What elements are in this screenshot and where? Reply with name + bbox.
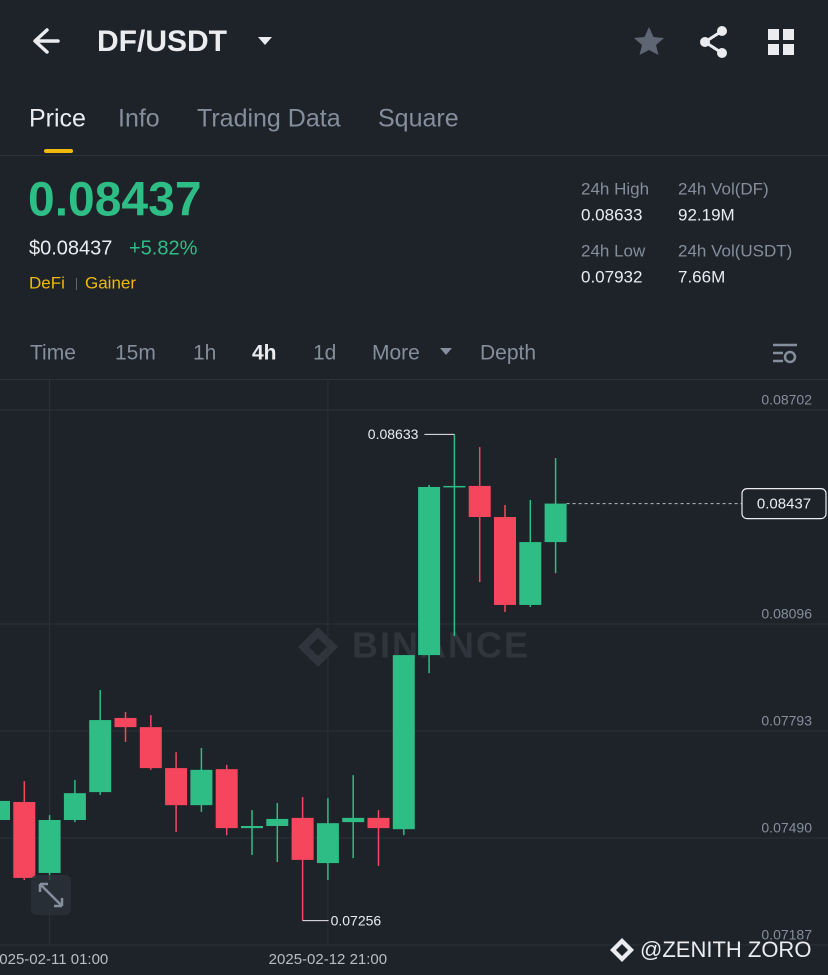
y-tick-label: 0.07187 bbox=[761, 927, 812, 943]
candle-body bbox=[418, 486, 441, 656]
candle-body bbox=[316, 823, 339, 864]
x-tick-label: 2025-02-12 21:00 bbox=[269, 951, 387, 968]
candle-body bbox=[443, 485, 466, 488]
tab-indicator bbox=[44, 149, 73, 153]
share-icon[interactable] bbox=[700, 26, 727, 58]
interval[interactable]: 1h bbox=[193, 342, 216, 365]
price-change: +5.82% bbox=[129, 237, 198, 259]
pair-dropdown[interactable] bbox=[258, 37, 272, 45]
candle-body bbox=[468, 485, 491, 518]
candle-body bbox=[89, 720, 112, 793]
last-price: 0.08437 bbox=[28, 174, 202, 227]
candle-body bbox=[13, 801, 36, 878]
tab[interactable]: Price bbox=[29, 105, 86, 133]
last-price-box bbox=[741, 487, 827, 520]
stat-label: 24h Low bbox=[581, 241, 646, 260]
fiat-price: $0.08437 bbox=[29, 237, 112, 259]
tag[interactable]: DeFi bbox=[29, 273, 65, 292]
expand-button[interactable] bbox=[31, 875, 71, 915]
candle-body bbox=[63, 793, 86, 820]
candle-body bbox=[494, 517, 516, 605]
candle-body bbox=[114, 717, 137, 728]
candle-body bbox=[241, 825, 263, 829]
tag[interactable]: Gainer bbox=[85, 273, 136, 292]
candle-body bbox=[266, 818, 289, 826]
chart-settings-icon[interactable] bbox=[773, 343, 797, 364]
favorite-icon[interactable] bbox=[634, 27, 664, 55]
back-button[interactable] bbox=[33, 28, 60, 54]
last-price-label: 0.08437 bbox=[757, 496, 811, 513]
candle-body bbox=[291, 817, 314, 860]
tab[interactable]: Square bbox=[378, 105, 459, 133]
y-tick-label: 0.08096 bbox=[761, 606, 812, 622]
interval[interactable]: Depth bbox=[480, 342, 536, 365]
candle-body bbox=[0, 800, 10, 820]
pair-title[interactable]: DF/USDT bbox=[97, 25, 227, 58]
candle-body bbox=[519, 542, 542, 605]
tab[interactable]: Trading Data bbox=[197, 105, 341, 133]
y-tick-label: 0.07490 bbox=[761, 820, 812, 836]
more-dropdown[interactable] bbox=[440, 348, 452, 355]
y-tick-label: 0.07793 bbox=[761, 713, 812, 729]
credit-logo bbox=[610, 938, 634, 962]
candle-body bbox=[165, 768, 188, 806]
stat-label: 24h Vol(DF) bbox=[678, 179, 769, 198]
min-label: 0.07256 bbox=[331, 912, 382, 928]
interval[interactable]: More bbox=[372, 342, 420, 365]
max-label: 0.08633 bbox=[368, 426, 419, 442]
divider bbox=[0, 379, 828, 380]
stat-label: 24h High bbox=[581, 179, 649, 198]
tab[interactable]: Info bbox=[118, 105, 160, 133]
menu-icon[interactable] bbox=[768, 29, 794, 55]
credit: @ZENITH ZORO bbox=[640, 937, 811, 962]
stat-value: 92.19M bbox=[678, 205, 735, 224]
candle-body bbox=[367, 817, 390, 829]
tag-separator bbox=[76, 278, 77, 290]
watermark: BINANCE bbox=[352, 625, 530, 666]
candle-body bbox=[392, 655, 415, 830]
candle-body bbox=[190, 769, 213, 806]
plot: 0.08702 0.08096 0.07793 0.07490 0.07187 2025-… bbox=[0, 380, 828, 968]
interval-selected[interactable]: 4h bbox=[252, 342, 277, 365]
candle-body bbox=[342, 817, 365, 823]
candle-body bbox=[139, 727, 162, 769]
candle-body bbox=[215, 769, 238, 829]
divider bbox=[0, 155, 828, 156]
stat-value: 0.07932 bbox=[581, 267, 642, 286]
interval[interactable]: 1d bbox=[313, 342, 336, 365]
stat-value: 0.08633 bbox=[581, 205, 642, 224]
candle-body bbox=[544, 503, 567, 543]
candle-body bbox=[38, 819, 61, 873]
stat-label: 24h Vol(USDT) bbox=[678, 241, 792, 260]
y-tick-label: 0.08702 bbox=[761, 392, 812, 408]
stat-value: 7.66M bbox=[678, 267, 725, 286]
interval[interactable]: Time bbox=[30, 342, 76, 365]
interval[interactable]: 15m bbox=[115, 342, 156, 365]
x-tick-label: 2025-02-11 01:00 bbox=[0, 951, 108, 968]
